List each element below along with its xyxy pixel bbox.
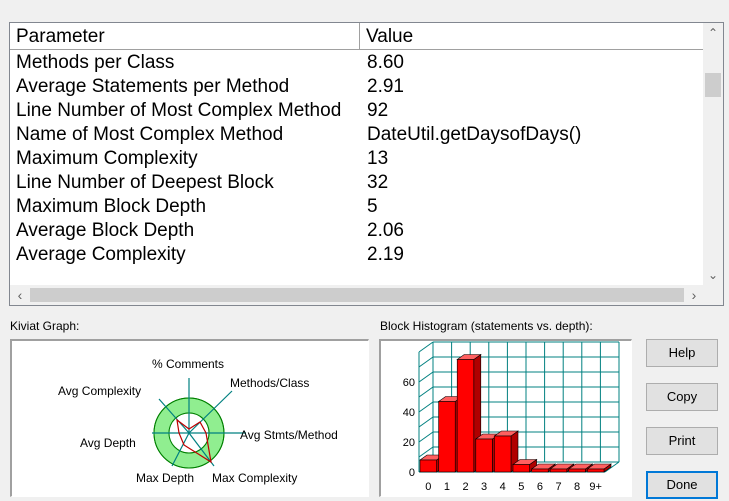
value-cell: 2.91 xyxy=(367,76,404,97)
kiviat-graph-panel: % Comments Methods/Class Avg Stmts/Metho… xyxy=(10,339,369,497)
kiviat-axis-comments: % Comments xyxy=(152,357,224,371)
histogram-bar-front xyxy=(568,468,586,473)
table-row[interactable]: Maximum Complexity 13 xyxy=(10,147,704,171)
kiviat-axis-max-complexity: Max Complexity xyxy=(212,471,297,485)
kiviat-axis-max-depth: Max Depth xyxy=(136,471,194,485)
histogram-bar-front xyxy=(494,435,512,473)
histogram-bar-front xyxy=(456,359,475,473)
parameter-cell: Average Block Depth xyxy=(16,220,195,241)
histogram-y-tick-label: 40 xyxy=(403,407,415,419)
kiviat-axis-methods-class: Methods/Class xyxy=(230,376,309,390)
histogram-bar-front xyxy=(531,468,549,473)
kiviat-graph: % Comments Methods/Class Avg Stmts/Metho… xyxy=(58,357,338,485)
histogram-side-gridline xyxy=(418,431,434,443)
table-row[interactable]: Maximum Block Depth 5 xyxy=(10,195,704,219)
histogram-side-gridline xyxy=(418,446,434,458)
kiviat-axes xyxy=(152,378,246,467)
parameter-cell: Average Statements per Method xyxy=(16,76,290,97)
histogram-y-tick-label: 0 xyxy=(409,467,415,479)
parameter-cell: Line Number of Most Complex Method xyxy=(16,100,342,121)
scroll-right-icon[interactable]: › xyxy=(691,287,697,303)
column-header-parameter[interactable]: Parameter xyxy=(10,23,360,49)
block-histogram: 0 20 40 60 0 1 2 3 4 5 6 7 8 9+ xyxy=(403,341,620,493)
kiviat-axis-avg-depth: Avg Depth xyxy=(80,436,136,450)
histogram-side-gridline xyxy=(418,341,434,353)
histogram-x-tick-label: 6 xyxy=(537,481,543,493)
value-cell: 13 xyxy=(367,148,389,169)
histogram-side-gridline xyxy=(418,386,434,398)
histogram-bar-front xyxy=(419,459,437,473)
scroll-left-icon[interactable]: ‹ xyxy=(17,287,23,303)
histogram-bar xyxy=(586,463,612,473)
kiviat-value-polygon xyxy=(176,418,212,464)
parameter-cell: Average Complexity xyxy=(16,244,186,265)
kiviat-graph-label: Kiviat Graph: xyxy=(10,319,80,333)
table-row[interactable]: Average Complexity 2.19 xyxy=(10,243,704,267)
histogram-bar-front xyxy=(512,464,530,473)
histogram-x-tick-label: 8 xyxy=(574,481,580,493)
horizontal-scrollbar[interactable]: ‹ › xyxy=(10,285,704,305)
histogram-x-tick-label: 0 xyxy=(425,481,431,493)
list-rows: Methods per Class 8.60 Average Statements … xyxy=(10,51,704,267)
parameter-cell: Maximum Complexity xyxy=(16,148,198,169)
block-histogram-panel: 0 20 40 60 0 1 2 3 4 5 6 7 8 9+ xyxy=(379,339,632,497)
metrics-list[interactable]: Parameter Value Methods per Class 8.60 Ave… xyxy=(9,22,724,306)
block-histogram-label: Block Histogram (statements vs. depth): xyxy=(380,319,593,333)
value-cell: 2.19 xyxy=(367,244,404,265)
histogram-y-tick-label: 60 xyxy=(403,377,415,389)
value-cell: DateUtil.getDaysofDays() xyxy=(367,124,582,145)
table-row[interactable]: Average Statements per Method 2.91 xyxy=(10,75,704,99)
table-row[interactable]: Average Block Depth 2.06 xyxy=(10,219,704,243)
scroll-down-icon[interactable]: ⌄ xyxy=(707,268,719,282)
done-button[interactable]: Done xyxy=(646,471,718,499)
value-cell: 92 xyxy=(367,100,389,121)
value-cell: 2.06 xyxy=(367,220,404,241)
histogram-x-tick-label: 7 xyxy=(555,481,561,493)
histogram-side-gridline xyxy=(418,401,434,413)
histogram-bar-front xyxy=(438,401,456,473)
histogram-bar-front xyxy=(475,438,493,473)
histogram-x-tick-label: 1 xyxy=(444,481,450,493)
table-row[interactable]: Line Number of Most Complex Method 92 xyxy=(10,99,704,123)
histogram-y-tick-label: 20 xyxy=(403,437,415,449)
table-row[interactable]: Methods per Class 8.60 xyxy=(10,51,704,75)
value-cell: 8.60 xyxy=(367,52,404,73)
copy-button[interactable]: Copy xyxy=(646,383,718,411)
value-cell: 32 xyxy=(367,172,389,193)
kiviat-axis-avg-stmts: Avg Stmts/Method xyxy=(240,428,338,442)
histogram-bar xyxy=(493,430,519,473)
kiviat-axis-avg-complexity: Avg Complexity xyxy=(58,384,141,398)
histogram-x-tick-label: 2 xyxy=(462,481,468,493)
table-row[interactable]: Line Number of Deepest Block 32 xyxy=(10,171,704,195)
histogram-x-tick-label: 9+ xyxy=(589,481,602,493)
column-header-value[interactable]: Value xyxy=(360,23,704,49)
histogram-x-tick-label: 5 xyxy=(518,481,524,493)
histogram-x-tick-label: 4 xyxy=(500,481,506,493)
scrollbar-corner xyxy=(703,285,723,305)
parameter-cell: Name of Most Complex Method xyxy=(16,124,284,145)
histogram-floor-edge xyxy=(604,461,620,473)
histogram-side-gridline xyxy=(418,356,434,368)
parameter-cell: Maximum Block Depth xyxy=(16,196,207,217)
horizontal-scroll-thumb[interactable] xyxy=(30,288,684,302)
histogram-side-gridline xyxy=(418,371,434,383)
histogram-x-tick-label: 3 xyxy=(481,481,487,493)
parameter-cell: Methods per Class xyxy=(16,52,175,73)
value-cell: 5 xyxy=(367,196,378,217)
histogram-side-gridline xyxy=(418,416,434,428)
scroll-up-icon[interactable]: ⌃ xyxy=(707,26,719,40)
vertical-scroll-thumb[interactable] xyxy=(705,73,721,97)
help-button[interactable]: Help xyxy=(646,339,718,367)
print-button[interactable]: Print xyxy=(646,427,718,455)
parameter-cell: Line Number of Deepest Block xyxy=(16,172,274,193)
table-row[interactable]: Name of Most Complex Method DateUtil.getD… xyxy=(10,123,704,147)
vertical-scrollbar[interactable]: ⌃ ⌄ xyxy=(703,23,723,285)
histogram-bar-front xyxy=(549,468,568,473)
list-header: Parameter Value xyxy=(10,23,704,50)
histogram-bar-front xyxy=(587,468,605,473)
